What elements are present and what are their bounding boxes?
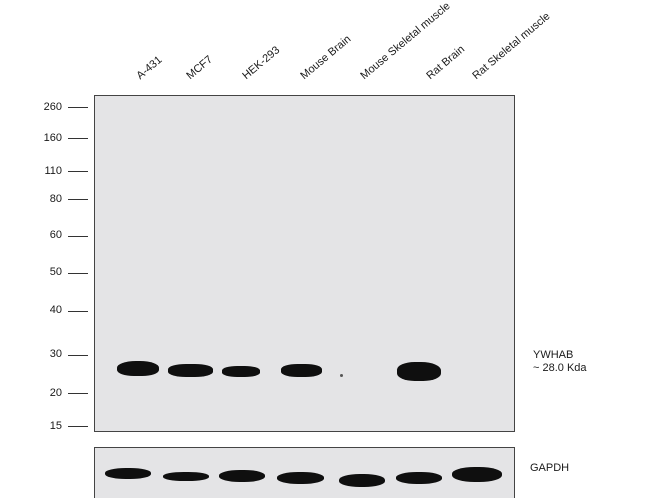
lane-label-mouse-brain: Mouse Brain	[298, 33, 354, 82]
mw-label-110: 110	[44, 165, 62, 177]
target-size: ~ 28.0 Kda	[533, 362, 587, 374]
lane-label-hek293: HEK-293	[240, 44, 283, 82]
mw-tick-60	[68, 236, 88, 237]
mw-tick-80	[68, 199, 88, 200]
gapdh-band-mcf7	[163, 472, 209, 481]
mw-label-15: 15	[49, 420, 62, 432]
loading-control-label: GAPDH	[530, 462, 570, 474]
ywhab-band-a431	[117, 361, 159, 376]
mw-label-50: 50	[49, 266, 62, 278]
mw-label-80: 80	[49, 193, 62, 205]
mw-label-20: 20	[49, 387, 62, 399]
mw-tick-50	[68, 273, 88, 274]
ywhab-band-hek293	[222, 366, 260, 377]
gapdh-band-mouse-brain	[277, 472, 324, 484]
main-blot-panel	[94, 95, 515, 432]
mw-label-40: 40	[49, 304, 62, 316]
mw-tick-40	[68, 311, 88, 312]
mw-label-160: 160	[43, 132, 62, 144]
lane-label-mcf7: MCF7	[184, 53, 215, 82]
ywhab-band-mouse-brain	[281, 364, 322, 377]
mw-label-30: 30	[49, 348, 62, 360]
gapdh-band-rat-skeletal-muscle	[452, 467, 502, 482]
gapdh-band-mouse-skeletal-muscle	[339, 474, 385, 487]
mw-tick-30	[68, 355, 88, 356]
gapdh-band-a431	[105, 468, 151, 479]
target-label: YWHAB ~ 28.0 Kda	[533, 349, 587, 375]
mw-tick-260	[68, 107, 88, 108]
gapdh-band-rat-brain	[396, 472, 442, 484]
mw-tick-20	[68, 393, 88, 394]
lane-label-rat-skeletal-muscle: Rat Skeletal muscle	[470, 10, 553, 82]
mw-tick-15	[68, 426, 88, 427]
ywhab-band-mouse-skeletal-muscle	[340, 374, 343, 377]
lane-label-rat-brain: Rat Brain	[424, 43, 468, 82]
mw-tick-110	[68, 171, 88, 172]
gapdh-band-hek293	[219, 470, 265, 482]
target-name: YWHAB	[533, 349, 574, 361]
ywhab-band-mcf7	[168, 364, 213, 377]
gapdh-blot-panel	[94, 447, 515, 498]
mw-tick-160	[68, 138, 88, 139]
mw-label-60: 60	[49, 229, 62, 241]
mw-label-260: 260	[43, 101, 62, 113]
ywhab-band-rat-brain	[397, 362, 441, 381]
lane-label-a431: A-431	[134, 53, 165, 82]
